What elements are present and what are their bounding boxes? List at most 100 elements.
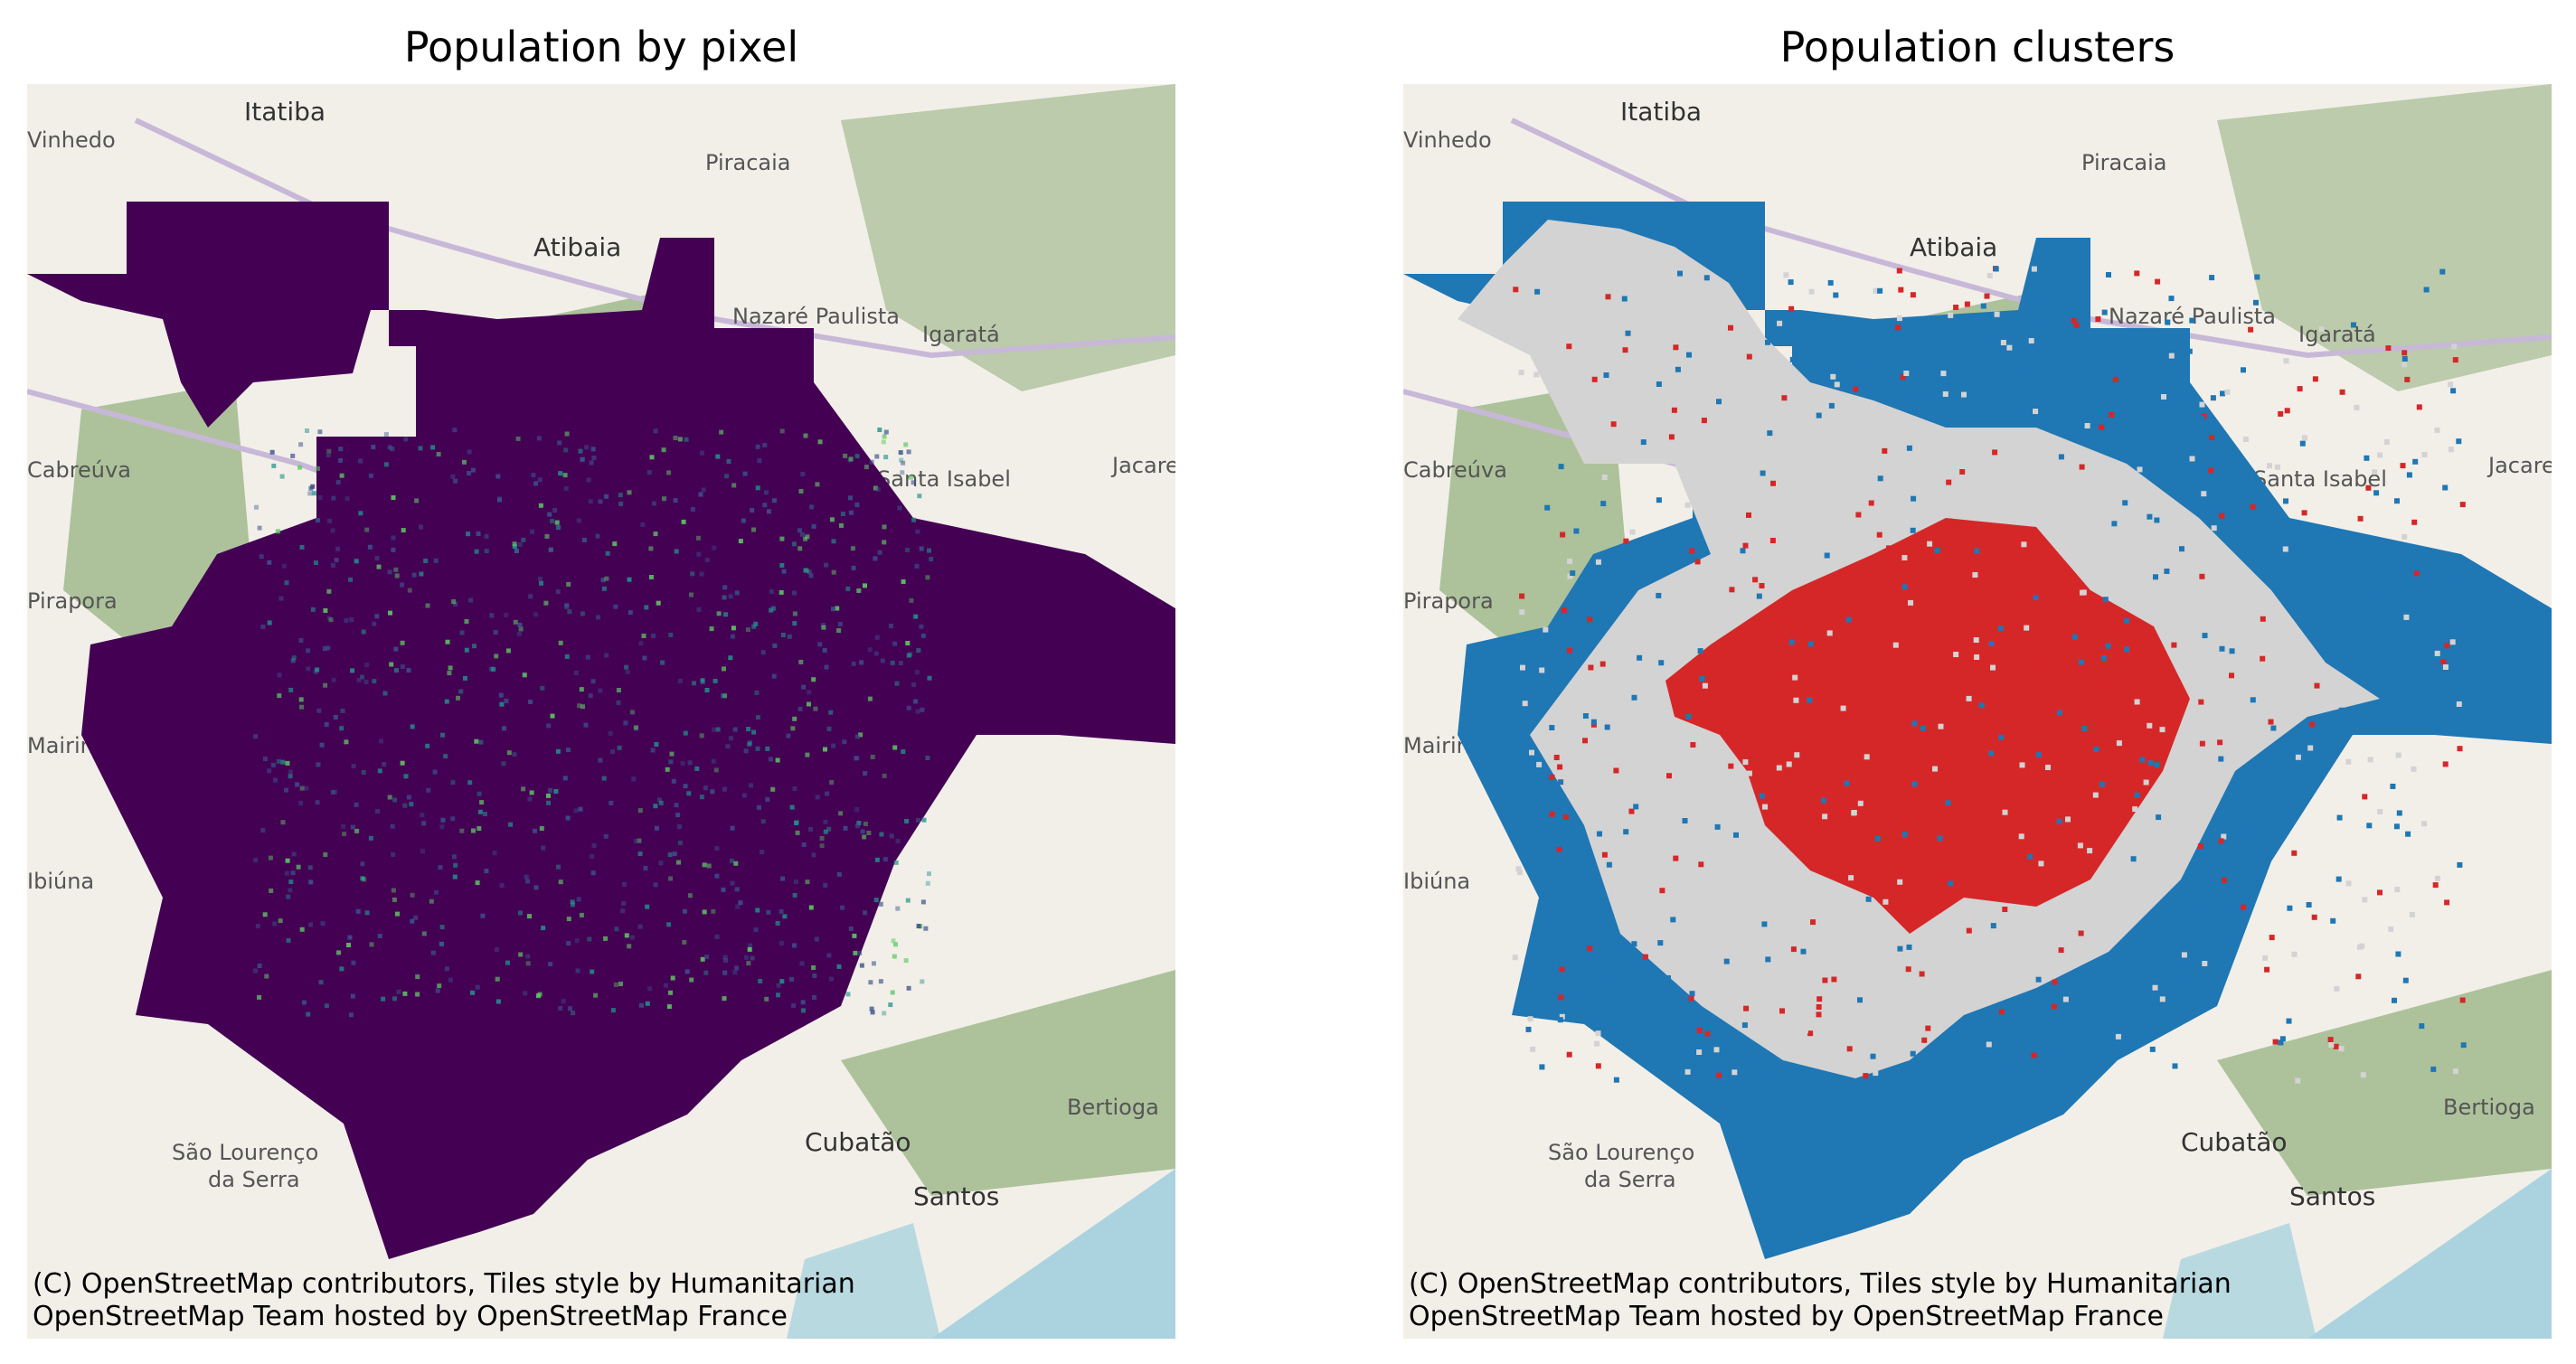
cluster-speckle	[1757, 1068, 1763, 1075]
cluster-speckle	[2021, 541, 2027, 548]
cluster-speckle	[1999, 1009, 2005, 1015]
population-speckle	[843, 453, 848, 458]
cluster-speckle	[2111, 521, 2118, 527]
cluster-speckle	[2093, 747, 2099, 752]
map-panel-pixel[interactable]: Itatiba Vinhedo Piracaia Atibaia Nazaré …	[27, 84, 1175, 1339]
svg-text:Nazaré Paulista: Nazaré Paulista	[732, 304, 900, 329]
cluster-speckle	[1529, 749, 1534, 756]
cluster-speckle	[2124, 658, 2130, 664]
population-speckle	[415, 974, 420, 980]
population-speckle	[270, 762, 276, 767]
cluster-speckle	[2275, 464, 2280, 470]
population-speckle	[741, 518, 746, 523]
population-speckle	[716, 611, 722, 616]
population-speckle	[443, 754, 448, 759]
cluster-speckle	[1515, 866, 1522, 872]
population-speckle	[670, 975, 675, 981]
population-speckle	[304, 785, 309, 791]
population-speckle	[645, 1001, 650, 1006]
population-speckle	[492, 851, 497, 856]
cluster-speckle	[2434, 650, 2440, 656]
population-speckle	[489, 613, 495, 618]
cluster-speckle	[1932, 766, 1938, 772]
population-speckle	[587, 936, 592, 942]
population-speckle	[731, 626, 736, 631]
cluster-speckle	[1776, 619, 1782, 626]
population-speckle	[823, 819, 828, 824]
population-speckle	[820, 623, 826, 627]
population-speckle	[579, 687, 584, 692]
population-speckle	[484, 869, 489, 874]
population-speckle	[730, 825, 735, 831]
cluster-speckle	[1882, 898, 1889, 905]
cluster-speckle	[2392, 997, 2397, 1003]
population-speckle	[491, 666, 496, 672]
population-speckle	[272, 921, 278, 927]
cluster-speckle	[1777, 320, 1783, 326]
cluster-speckle	[2171, 642, 2177, 648]
population-speckle	[414, 498, 420, 503]
population-speckle	[771, 673, 777, 679]
population-speckle	[811, 965, 816, 970]
cluster-speckle	[1668, 803, 1674, 808]
cluster-speckle	[1536, 761, 1543, 767]
map-panel-clusters[interactable]: Itatiba Vinhedo Piracaia Atibaia Nazaré …	[1403, 84, 2552, 1339]
svg-text:Itatiba: Itatiba	[1620, 97, 1702, 127]
cluster-speckle	[2260, 655, 2266, 662]
population-speckle	[769, 607, 774, 613]
cluster-speckle	[1910, 292, 1916, 298]
population-speckle	[591, 842, 597, 848]
cluster-speckle	[1868, 861, 1874, 866]
cluster-speckle	[2372, 469, 2378, 475]
cluster-speckle	[1910, 1050, 1916, 1057]
population-speckle	[747, 946, 752, 952]
population-speckle	[742, 471, 748, 476]
population-speckle	[286, 894, 291, 899]
cluster-speckle	[2270, 725, 2277, 731]
population-speckle	[637, 808, 643, 814]
cluster-speckle	[1713, 1047, 1720, 1053]
population-speckle	[567, 609, 572, 615]
population-speckle	[779, 979, 785, 984]
cluster-speckle	[1720, 1049, 1726, 1055]
population-speckle	[668, 876, 674, 881]
cluster-speckle	[1737, 505, 1743, 511]
cluster-speckle	[1964, 301, 1970, 307]
population-speckle	[440, 817, 446, 823]
cluster-speckle	[2456, 701, 2462, 707]
cluster-speckle	[2199, 415, 2205, 421]
cluster-speckle	[2056, 818, 2062, 824]
population-speckle	[605, 550, 610, 556]
cluster-speckle	[1549, 811, 1555, 817]
cluster-speckle	[2452, 357, 2458, 363]
cluster-region-high[interactable]	[1665, 518, 2190, 934]
population-speckle	[843, 825, 848, 831]
map-pixel-svg: Itatiba Vinhedo Piracaia Atibaia Nazaré …	[27, 84, 1175, 1339]
cluster-speckle	[2084, 423, 2090, 428]
population-speckle	[734, 887, 740, 892]
cluster-speckle	[1566, 1051, 1572, 1058]
cluster-speckle	[2229, 648, 2235, 654]
cluster-speckle	[2079, 464, 2085, 470]
cluster-speckle	[1850, 840, 1855, 846]
cluster-speckle	[1525, 1026, 1532, 1032]
population-speckle	[927, 871, 931, 877]
population-region[interactable]	[27, 202, 1175, 1259]
population-speckle	[613, 982, 618, 987]
population-speckle	[356, 677, 362, 682]
cluster-speckle	[1737, 560, 1743, 567]
population-speckle	[699, 450, 704, 456]
cluster-speckle	[2079, 659, 2084, 665]
cluster-speckle	[2165, 631, 2171, 637]
population-speckle	[629, 935, 635, 940]
cluster-speckle	[2306, 902, 2312, 908]
population-speckle	[621, 881, 627, 887]
population-speckle	[637, 851, 643, 857]
population-speckle	[525, 954, 531, 959]
population-speckle	[530, 529, 535, 534]
population-speckle	[613, 604, 618, 609]
population-speckle	[475, 984, 480, 990]
cluster-speckle	[2019, 762, 2025, 768]
cluster-speckle	[2439, 268, 2446, 275]
population-speckle	[354, 828, 360, 833]
